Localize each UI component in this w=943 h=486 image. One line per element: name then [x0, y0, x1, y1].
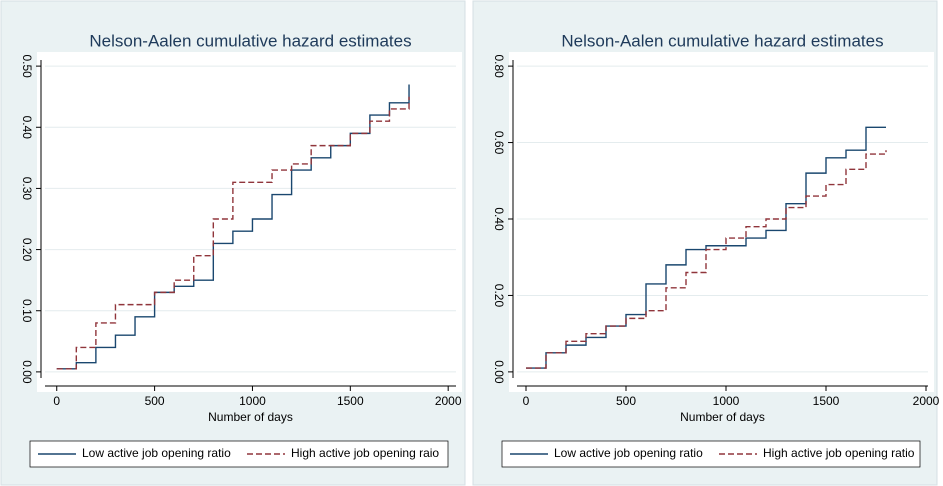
y-tick-label: 0.40: [492, 207, 506, 231]
x-tick-label: 2000: [913, 394, 940, 408]
x-tick-label: 0: [523, 394, 530, 408]
x-tick-label: 1500: [337, 394, 364, 408]
x-axis-label: Number of days: [208, 410, 293, 424]
series-line: [526, 150, 887, 369]
y-tick-label: 0.60: [492, 131, 506, 155]
x-axis-label: Number of days: [680, 410, 765, 424]
chart-title: Nelson-Aalen cumulative hazard estimates: [561, 31, 883, 50]
legend-label: Low active job opening ratio: [554, 446, 703, 460]
legend-label: High active job opening raio: [291, 446, 439, 460]
y-tick-label: 0.20: [492, 284, 506, 308]
x-tick-label: 1000: [239, 394, 266, 408]
y-tick-label: 0.10: [20, 299, 34, 323]
x-tick-label: 1000: [713, 394, 740, 408]
y-tick-label: 0.00: [20, 360, 34, 384]
legend-box: [29, 440, 449, 468]
plot-region: [509, 52, 934, 392]
x-tick-label: 500: [616, 394, 636, 408]
x-tick-label: 1500: [813, 394, 840, 408]
y-tick-label: 0.20: [20, 238, 34, 262]
y-tick-label: 0.80: [492, 54, 506, 78]
legend-box: [501, 440, 921, 468]
x-tick-label: 0: [53, 394, 60, 408]
y-tick-label: 0.50: [20, 54, 34, 78]
legend-label: Low active job opening ratio: [82, 446, 231, 460]
series-line: [56, 84, 410, 370]
x-tick-label: 500: [145, 394, 165, 408]
legend-label: High active job opening ratio: [763, 446, 915, 460]
y-tick-label: 0.30: [20, 177, 34, 201]
y-tick-label: 0.40: [20, 116, 34, 140]
series-line: [56, 96, 410, 370]
chart-title: Nelson-Aalen cumulative hazard estimates: [89, 31, 411, 50]
x-tick-label: 2000: [435, 394, 462, 408]
y-tick-label: 0.00: [492, 360, 506, 384]
